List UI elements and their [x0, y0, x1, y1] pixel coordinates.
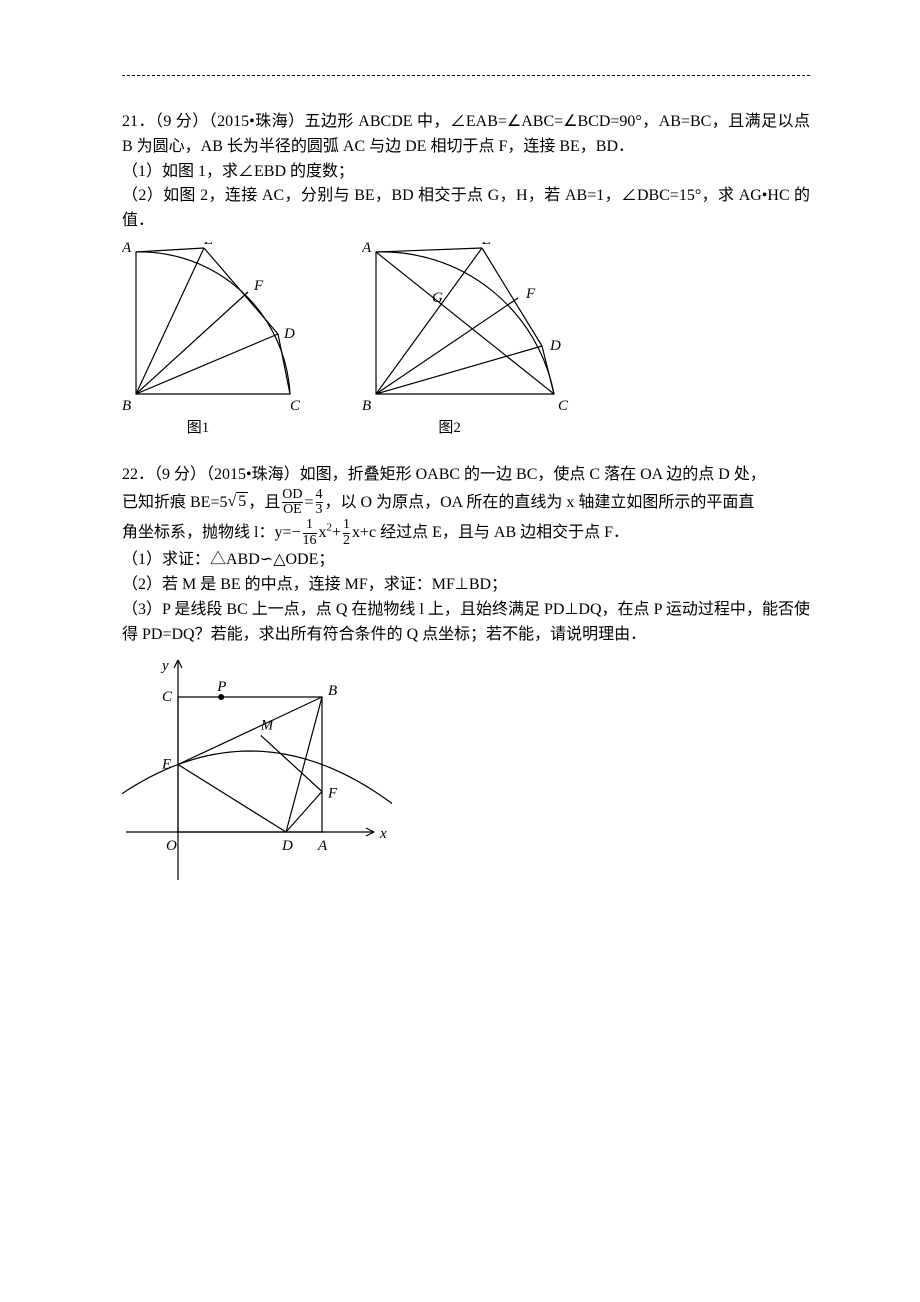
svg-text:B: B: [122, 398, 131, 414]
frac-1-16: 116: [303, 518, 317, 548]
q22-sub3: （3）P 是线段 BC 上一点，点 Q 在抛物线 l 上，且始终满足 PD⊥DQ…: [122, 598, 810, 648]
q22-figure: O A B C D E F M Px y: [122, 654, 392, 895]
svg-text:D: D: [549, 338, 561, 354]
svg-text:E: E: [161, 756, 171, 772]
svg-text:D: D: [283, 326, 295, 342]
q22-l3-a: 角坐标系，抛物线 l：y=−: [122, 524, 301, 541]
svg-text:y: y: [160, 658, 169, 674]
top-separator: [122, 75, 810, 76]
q22-l2-c: ，以 O 为原点，OA 所在的直线为 x 轴建立如图所示的平面直: [325, 493, 755, 510]
svg-text:E: E: [203, 242, 213, 248]
q21-fig1-svg: A E F D C B 图1: [122, 242, 302, 436]
svg-text:B: B: [362, 398, 371, 414]
svg-text:F: F: [327, 785, 338, 801]
q21-line1: 21．（9 分）（2015•珠海）五边形 ABCDE 中，∠EAB=∠ABC=∠…: [122, 110, 810, 160]
frac-od-oe: ODOE: [282, 488, 302, 518]
svg-text:B: B: [328, 683, 337, 699]
q21-figures: A E F D C B 图1 A E F D C B G 图2: [122, 242, 810, 445]
q21-line2: （1）如图 1，求∠EBD 的度数；: [122, 160, 810, 185]
q22-line2: 已知折痕 BE=5√5，且ODOE=43，以 O 为原点，OA 所在的直线为 x…: [122, 488, 810, 518]
sqrt5: √5: [227, 490, 248, 515]
q21-figure2: A E F D C B G 图2: [362, 242, 574, 445]
q21-line3: （2）如图 2，连接 AC，分别与 BE，BD 相交于点 G，H，若 AB=1，…: [122, 184, 810, 234]
svg-text:O: O: [166, 838, 177, 854]
svg-text:C: C: [290, 398, 301, 414]
q21-fig2-svg: A E F D C B G 图2: [362, 242, 574, 436]
frac3-den: 16: [303, 533, 317, 549]
q21-figure1: A E F D C B 图1: [122, 242, 302, 445]
svg-text:P: P: [216, 679, 226, 695]
eq1: =: [305, 493, 314, 510]
svg-text:D: D: [281, 838, 293, 854]
frac1-num: OD: [282, 488, 302, 503]
svg-text:E: E: [481, 242, 491, 248]
frac1-den: OE: [282, 502, 302, 518]
page: 21．（9 分）（2015•珠海）五边形 ABCDE 中，∠EAB=∠ABC=∠…: [0, 0, 920, 954]
svg-text:F: F: [253, 278, 264, 294]
frac-4-3: 43: [316, 488, 323, 518]
q22-l3-d: x+c 经过点 E，且与 AB 边相交于点 F．: [352, 524, 629, 541]
q22-l2-a: 已知折痕 BE=5: [122, 493, 227, 510]
frac3-num: 1: [303, 518, 317, 533]
q22-sub1: （1）求证：△ABD∽△ODE；: [122, 548, 810, 573]
svg-text:A: A: [317, 838, 328, 854]
svg-text:A: A: [362, 242, 372, 256]
svg-text:M: M: [260, 717, 275, 733]
svg-text:x: x: [379, 826, 387, 842]
frac-1-2: 12: [343, 518, 350, 548]
svg-text:C: C: [162, 689, 173, 705]
svg-text:A: A: [122, 242, 132, 256]
svg-text:G: G: [432, 290, 443, 306]
svg-text:图2: 图2: [438, 419, 461, 436]
q22-l2-b: ，且: [248, 493, 280, 510]
frac2-den: 3: [316, 502, 323, 518]
q22-line3: 角坐标系，抛物线 l：y=−116x2+12x+c 经过点 E，且与 AB 边相…: [122, 518, 810, 548]
frac4-num: 1: [343, 518, 350, 533]
sqrt5-val: 5: [236, 492, 248, 510]
svg-text:图1: 图1: [187, 419, 210, 436]
frac4-den: 2: [343, 533, 350, 549]
q22-sub2: （2）若 M 是 BE 的中点，连接 MF，求证：MF⊥BD；: [122, 573, 810, 598]
svg-text:C: C: [558, 398, 569, 414]
q22-fig-svg: O A B C D E F M Px y: [122, 654, 392, 886]
q22-l3-c: +: [332, 524, 341, 541]
svg-text:F: F: [525, 286, 536, 302]
frac2-num: 4: [316, 488, 323, 503]
q22-line1: 22．（9 分）（2015•珠海）如图，折叠矩形 OABC 的一边 BC，使点 …: [122, 463, 810, 488]
q22-l3-b: x: [319, 524, 327, 541]
